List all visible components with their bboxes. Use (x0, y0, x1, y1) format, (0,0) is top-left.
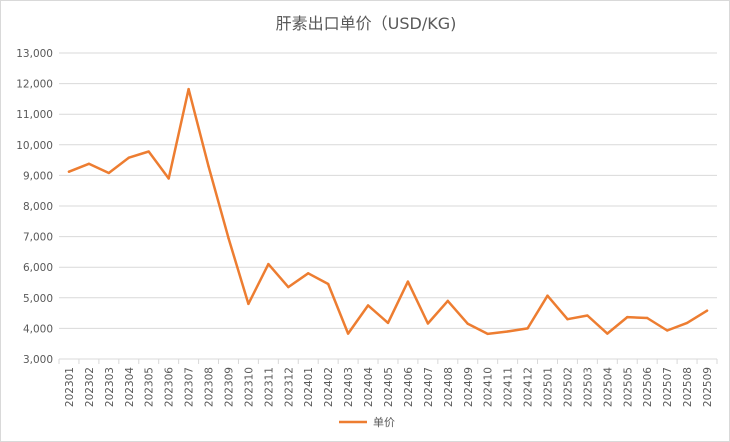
x-tick-label: 202311 (263, 367, 275, 407)
y-tick-label: 10,000 (16, 140, 53, 152)
x-tick-label: 202409 (463, 367, 475, 407)
data-point (67, 170, 71, 173)
data-point (486, 332, 489, 336)
x-tick-label: 202308 (204, 367, 216, 407)
data-point (546, 294, 549, 297)
x-tick-label: 202304 (124, 367, 136, 407)
x-tick-label: 202501 (543, 367, 555, 407)
data-point (87, 162, 91, 165)
data-point (247, 302, 250, 306)
data-point (147, 150, 150, 153)
data-point (386, 321, 390, 325)
data-point (526, 327, 529, 330)
y-tick-label: 4,000 (23, 323, 53, 335)
x-tick-label: 202504 (602, 367, 614, 407)
y-tick-label: 8,000 (23, 201, 53, 213)
data-point (646, 316, 649, 320)
x-tick-label: 202410 (483, 367, 495, 407)
data-point (705, 309, 709, 312)
data-point (107, 171, 111, 175)
x-tick-label: 202306 (164, 367, 176, 407)
x-tick-label: 202303 (104, 367, 116, 407)
data-point (287, 285, 290, 289)
x-tick-label: 202312 (283, 367, 295, 407)
data-point (346, 332, 350, 335)
y-tick-label: 11,000 (16, 109, 53, 121)
data-point (606, 332, 609, 335)
x-tick-label: 202305 (144, 367, 156, 407)
x-tick-label: 202406 (403, 367, 415, 407)
x-tick-label: 202309 (223, 367, 235, 407)
y-tick-label: 7,000 (23, 232, 53, 244)
x-tick-label: 202502 (562, 367, 574, 407)
chart-title: 肝素出口单价（USD/KG) (276, 14, 457, 33)
data-point (406, 280, 410, 283)
y-tick-label: 13,000 (16, 48, 53, 60)
data-point (566, 318, 569, 321)
data-point (187, 87, 190, 91)
data-point (586, 314, 589, 317)
x-tick-label: 202302 (84, 367, 96, 407)
x-tick-label: 202307 (184, 367, 196, 407)
x-tick-label: 202403 (343, 367, 355, 407)
x-tick-label: 202506 (642, 367, 654, 407)
x-tick-label: 202407 (423, 367, 435, 407)
data-point (267, 262, 270, 266)
x-tick-label: 202411 (503, 367, 515, 407)
series-line-0 (67, 87, 709, 336)
x-tick-label: 202505 (622, 367, 634, 407)
y-tick-label: 5,000 (23, 293, 53, 305)
x-tick-label: 202408 (443, 367, 455, 407)
data-point (665, 329, 669, 332)
x-tick-label: 202404 (363, 367, 375, 407)
x-tick-label: 202508 (682, 367, 694, 407)
x-tick-label: 202412 (523, 367, 535, 407)
legend-label: 单价 (373, 416, 395, 429)
data-point (426, 322, 430, 325)
y-tick-label: 9,000 (23, 170, 53, 182)
x-tick-label: 202405 (383, 367, 395, 407)
y-tick-label: 3,000 (23, 354, 53, 366)
data-point (207, 165, 210, 168)
data-point (685, 321, 689, 325)
x-tick-label: 202301 (64, 367, 76, 407)
x-tick-label: 202507 (662, 367, 674, 407)
y-tick-label: 6,000 (23, 262, 53, 274)
data-point (307, 272, 310, 275)
data-point (326, 282, 330, 286)
data-point (227, 236, 230, 240)
data-point (446, 299, 450, 303)
x-tick-label: 202503 (582, 367, 594, 407)
data-point (506, 330, 509, 333)
data-point (167, 177, 170, 180)
y-tick-label: 12,000 (16, 79, 53, 91)
x-tick-label: 202310 (243, 367, 255, 407)
data-point (626, 315, 629, 319)
x-tick-label: 202509 (702, 367, 714, 407)
data-point (466, 322, 469, 326)
data-point (366, 304, 370, 307)
x-tick-label: 202402 (323, 367, 335, 407)
data-point (127, 156, 130, 159)
x-tick-label: 202401 (303, 367, 315, 407)
